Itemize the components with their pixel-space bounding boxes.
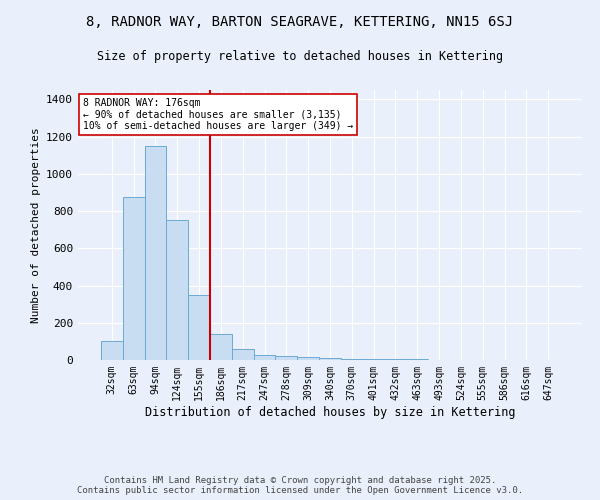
Bar: [363, 359, 385, 360]
Bar: [145, 146, 166, 360]
Bar: [123, 197, 145, 360]
Bar: [188, 295, 210, 360]
Bar: [166, 220, 188, 360]
Bar: [275, 356, 297, 360]
Text: 8, RADNOR WAY, BARTON SEAGRAVE, KETTERING, NN15 6SJ: 8, RADNOR WAY, BARTON SEAGRAVE, KETTERIN…: [86, 15, 514, 29]
Text: Contains HM Land Registry data © Crown copyright and database right 2025.
Contai: Contains HM Land Registry data © Crown c…: [77, 476, 523, 495]
Bar: [341, 359, 363, 360]
Y-axis label: Number of detached properties: Number of detached properties: [31, 127, 41, 323]
Bar: [297, 357, 319, 360]
Bar: [254, 355, 275, 360]
Bar: [232, 349, 254, 360]
Bar: [101, 341, 123, 360]
Text: 8 RADNOR WAY: 176sqm
← 90% of detached houses are smaller (3,135)
10% of semi-de: 8 RADNOR WAY: 176sqm ← 90% of detached h…: [83, 98, 353, 132]
Bar: [319, 358, 341, 360]
Text: Size of property relative to detached houses in Kettering: Size of property relative to detached ho…: [97, 50, 503, 63]
Bar: [210, 334, 232, 360]
X-axis label: Distribution of detached houses by size in Kettering: Distribution of detached houses by size …: [145, 406, 515, 418]
